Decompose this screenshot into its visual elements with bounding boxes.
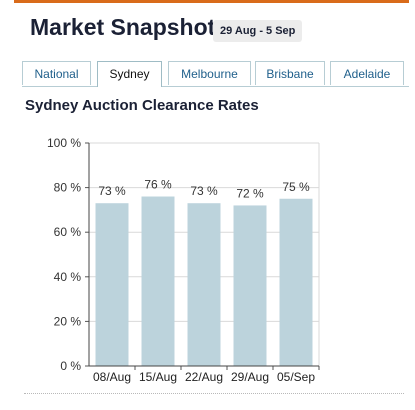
bar-data-label: 72 % bbox=[236, 186, 264, 200]
bar bbox=[187, 203, 221, 366]
y-tick-label: 80 % bbox=[54, 181, 82, 195]
y-tick-label: 0 % bbox=[60, 359, 81, 373]
tab-brisbane[interactable]: Brisbane bbox=[255, 61, 325, 85]
y-tick-label: 40 % bbox=[54, 270, 82, 284]
top-accent-divider bbox=[14, 0, 409, 3]
bar-data-label: 73 % bbox=[98, 184, 126, 198]
date-range-badge: 29 Aug - 5 Sep bbox=[213, 20, 303, 42]
x-category-label: 29/Aug bbox=[231, 370, 269, 384]
chart-title: Sydney Auction Clearance Rates bbox=[25, 97, 259, 114]
bar-data-label: 73 % bbox=[190, 184, 218, 198]
bar bbox=[95, 203, 129, 366]
bar-data-label: 76 % bbox=[144, 178, 172, 192]
y-tick-label: 60 % bbox=[54, 225, 82, 239]
y-tick-label: 100 % bbox=[47, 136, 81, 150]
tab-national[interactable]: National bbox=[22, 61, 91, 85]
x-category-label: 15/Aug bbox=[139, 370, 177, 384]
bar bbox=[233, 205, 267, 366]
bar bbox=[141, 196, 175, 366]
x-category-label: 22/Aug bbox=[185, 370, 223, 384]
bar bbox=[279, 198, 313, 366]
bottom-divider bbox=[24, 393, 404, 394]
x-category-label: 05/Sep bbox=[277, 370, 315, 384]
tab-adelaide[interactable]: Adelaide bbox=[330, 61, 404, 85]
x-category-label: 08/Aug bbox=[93, 370, 131, 384]
city-tabs: National Sydney Melbourne Brisbane Adela… bbox=[22, 61, 409, 87]
bar-data-label: 75 % bbox=[282, 180, 310, 194]
widget-title: Market Snapshot bbox=[30, 14, 216, 40]
tab-sydney[interactable]: Sydney bbox=[97, 61, 162, 87]
y-tick-label: 20 % bbox=[54, 314, 82, 328]
tab-melbourne[interactable]: Melbourne bbox=[168, 61, 251, 85]
